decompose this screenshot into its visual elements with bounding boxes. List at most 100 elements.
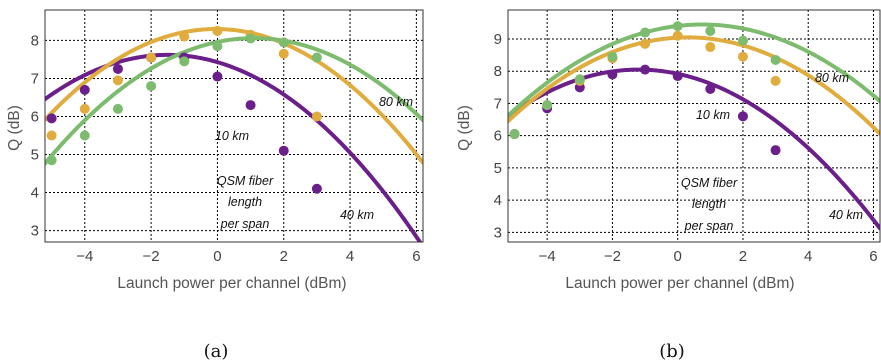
fit-curve-10km (508, 67, 880, 231)
data-point-80km (640, 27, 651, 38)
data-point-80km (574, 74, 585, 85)
data-point-40km (640, 38, 651, 49)
data-point-80km (311, 52, 322, 63)
data-point-10km (311, 183, 322, 194)
data-point-40km (79, 103, 90, 114)
y-tick-label: 3 (31, 223, 39, 240)
y-tick-label: 7 (494, 95, 502, 112)
legend-line-1: QSM fiber (681, 176, 738, 190)
label-10km: 10 km (215, 129, 249, 143)
fit-curves (508, 22, 880, 231)
x-tick-label: 2 (739, 248, 747, 265)
data-point-40km (112, 75, 123, 86)
y-axis-label: Q (dB) (456, 105, 473, 151)
data-point-80km (212, 41, 223, 52)
data-point-40km (212, 25, 223, 36)
label-80km: 80 km (815, 71, 849, 85)
data-point-10km (278, 145, 289, 156)
data-point-40km (179, 31, 190, 42)
legend-line-1: QSM fiber (217, 174, 274, 188)
tick-labels: −4 −2 0 2 4 6 3 4 5 6 7 8 (31, 32, 421, 265)
x-axis-label: Launch power per channel (dBm) (117, 275, 346, 292)
label-40km: 40 km (829, 208, 863, 222)
data-point-80km (46, 155, 57, 166)
data-point-80km (672, 21, 683, 32)
plot-frame (44, 9, 424, 243)
y-tick-label: 6 (494, 128, 502, 145)
legend-line-2: length (692, 197, 726, 211)
panel-caption: (a) (204, 341, 229, 362)
data-point-80km (542, 100, 553, 111)
x-tick-label: −2 (604, 248, 621, 265)
x-tick-label: −4 (76, 248, 93, 265)
x-tick-label: 6 (869, 248, 877, 265)
data-point-80km (770, 54, 781, 65)
panel-caption: (b) (659, 341, 685, 362)
y-axis-label: Q (dB) (6, 105, 23, 151)
tick-labels: −4 −2 0 2 4 6 3 4 5 6 7 8 9 (494, 31, 878, 265)
data-point-10km (212, 71, 223, 82)
data-point-10km (112, 63, 123, 74)
label-40km: 40 km (340, 208, 374, 222)
fit-curve-40km (45, 27, 423, 165)
data-point-80km (278, 37, 289, 48)
data-point-40km (278, 48, 289, 59)
data-points (46, 25, 322, 194)
data-point-10km (79, 84, 90, 95)
x-tick-label: 4 (346, 248, 354, 265)
y-tick-label: 6 (31, 108, 39, 125)
data-point-40km (311, 111, 322, 122)
data-point-10km (770, 145, 781, 156)
y-tick-label: 9 (494, 31, 502, 48)
y-tick-label: 8 (494, 63, 502, 80)
data-point-80km (146, 81, 157, 92)
y-tick-label: 4 (494, 192, 502, 209)
data-point-10km (245, 100, 256, 111)
data-point-40km (770, 75, 781, 86)
y-tick-label: 8 (31, 32, 39, 49)
data-point-80km (705, 25, 716, 36)
fit-curve-80km (45, 36, 423, 166)
data-point-40km (146, 52, 157, 63)
legend-line-3: per span (684, 219, 734, 233)
data-point-40km (705, 42, 716, 53)
legend-line-2: length (228, 195, 262, 209)
data-point-80km (509, 129, 520, 140)
label-10km: 10 km (696, 108, 730, 122)
y-tick-label: 3 (494, 224, 502, 241)
x-tick-label: 4 (804, 248, 812, 265)
data-point-80km (245, 33, 256, 44)
x-tick-label: 6 (412, 248, 420, 265)
x-tick-label: 2 (280, 248, 288, 265)
chart-panel-b: −4 −2 0 2 4 6 3 4 5 6 7 8 9 Launch power per channel… (456, 9, 881, 362)
x-tick-label: −2 (143, 248, 160, 265)
data-point-40km (46, 130, 57, 141)
chart-panel-a: −4 −2 0 2 4 6 3 4 5 6 7 8 Launch power per channel … (6, 9, 424, 362)
data-point-80km (79, 130, 90, 141)
data-point-10km (46, 113, 57, 124)
data-point-10km (672, 71, 683, 82)
y-tick-label: 5 (31, 147, 39, 164)
data-point-40km (737, 51, 748, 62)
y-tick-label: 7 (31, 70, 39, 87)
data-point-80km (737, 35, 748, 46)
data-point-10km (737, 111, 748, 122)
y-tick-label: 4 (31, 185, 39, 202)
x-tick-label: 0 (674, 248, 682, 265)
label-80km: 80 km (379, 95, 413, 109)
data-points (509, 21, 781, 156)
y-tick-label: 5 (494, 160, 502, 177)
plot-frame (507, 9, 881, 243)
data-point-80km (179, 56, 190, 67)
fit-curves (45, 27, 423, 242)
data-point-10km (705, 83, 716, 94)
data-point-10km (607, 69, 618, 80)
x-tick-label: 0 (213, 248, 221, 265)
data-point-80km (112, 103, 123, 114)
fit-curve-40km (508, 35, 880, 136)
legend-line-3: per span (220, 217, 270, 231)
data-point-40km (672, 30, 683, 41)
fit-curve-80km (508, 22, 880, 118)
x-axis-label: Launch power per channel (dBm) (565, 275, 794, 292)
